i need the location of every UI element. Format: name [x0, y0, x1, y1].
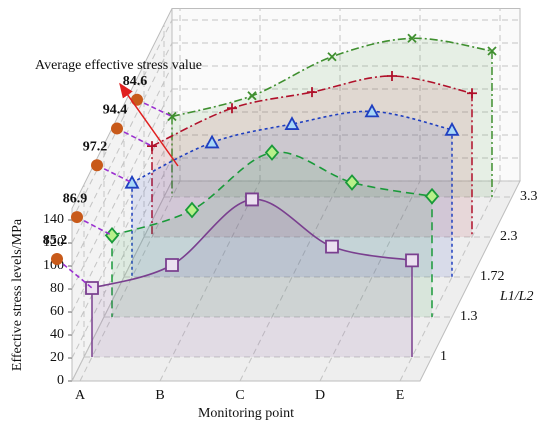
average-label: 84.6 — [123, 74, 148, 89]
x-axis-label: Monitoring point — [198, 406, 294, 421]
grid-line — [159, 180, 261, 382]
average-label: 94.4 — [103, 103, 128, 118]
z-tick-label: 1.3 — [460, 309, 478, 324]
z-tick-label: 1.72 — [480, 269, 505, 284]
grid-line — [79, 180, 181, 382]
marker — [424, 187, 440, 205]
average-dot — [71, 211, 83, 224]
y-tick-label: 0 — [57, 373, 64, 388]
grid — [68, 8, 520, 382]
grid-line — [71, 65, 173, 267]
series-area — [132, 111, 452, 277]
x-tick-label: B — [155, 388, 164, 403]
marker — [407, 33, 417, 43]
average-link — [136, 98, 173, 118]
x-tick-label: D — [315, 388, 325, 403]
x-tick-label: C — [235, 388, 244, 403]
grid-line — [71, 19, 173, 221]
marker — [364, 103, 380, 118]
marker — [167, 111, 177, 122]
average-label: 85.2 — [43, 233, 68, 248]
annotation: Average effective stress value — [35, 58, 202, 73]
y-tick-label: 120 — [43, 235, 64, 250]
average-dot — [91, 159, 103, 172]
marker — [405, 253, 419, 268]
grid-line — [239, 180, 341, 382]
marker — [184, 201, 200, 219]
marker — [344, 174, 360, 191]
y-tick-label: 80 — [50, 281, 64, 296]
grid-line — [71, 42, 173, 244]
marker — [487, 46, 497, 56]
z-tick-label: 3.3 — [520, 189, 538, 204]
y-tick-label: 60 — [50, 304, 64, 319]
marker — [444, 121, 460, 136]
grid-line — [399, 180, 501, 382]
series-area — [112, 152, 432, 317]
marker — [467, 88, 477, 99]
marker — [327, 52, 337, 62]
average-link — [76, 216, 113, 237]
y-tick-label: 140 — [43, 212, 64, 227]
average-dot — [131, 93, 143, 106]
series-line — [151, 75, 473, 147]
z-axis-label: L1/L2 — [499, 289, 533, 304]
marker — [204, 134, 220, 149]
annotation-arrow — [119, 82, 179, 167]
y-tick-label: 40 — [50, 327, 64, 342]
series-line — [131, 110, 453, 184]
marker — [307, 87, 317, 98]
series-area — [152, 75, 472, 237]
grid-line — [71, 134, 173, 336]
average-link — [116, 127, 153, 147]
y-tick-label: 20 — [50, 350, 64, 365]
marker — [247, 91, 257, 101]
grid-line — [319, 180, 421, 382]
marker — [227, 103, 237, 114]
y-axis-label: Effective stress levels/MPa — [10, 218, 25, 371]
grid-line — [71, 88, 173, 290]
marker — [165, 258, 179, 272]
average-label: 97.2 — [83, 139, 108, 154]
marker — [284, 116, 300, 130]
marker — [264, 144, 280, 161]
floor — [71, 180, 521, 382]
marker — [387, 71, 397, 81]
grid-line — [71, 111, 173, 313]
average-link — [96, 164, 133, 184]
series-area — [92, 199, 412, 357]
average-dot — [111, 122, 123, 135]
z-tick-label: 1 — [440, 349, 447, 364]
z-tick-label: 2.3 — [500, 229, 518, 244]
average-dot — [51, 253, 63, 266]
average-label: 86.9 — [63, 191, 88, 206]
plot-area — [85, 33, 497, 357]
x-tick-label: A — [75, 388, 86, 403]
x-tick-label: E — [396, 388, 405, 403]
marker — [147, 141, 157, 152]
marker — [325, 239, 339, 254]
marker — [245, 192, 259, 207]
marker — [124, 174, 140, 189]
grid-line — [71, 157, 173, 359]
